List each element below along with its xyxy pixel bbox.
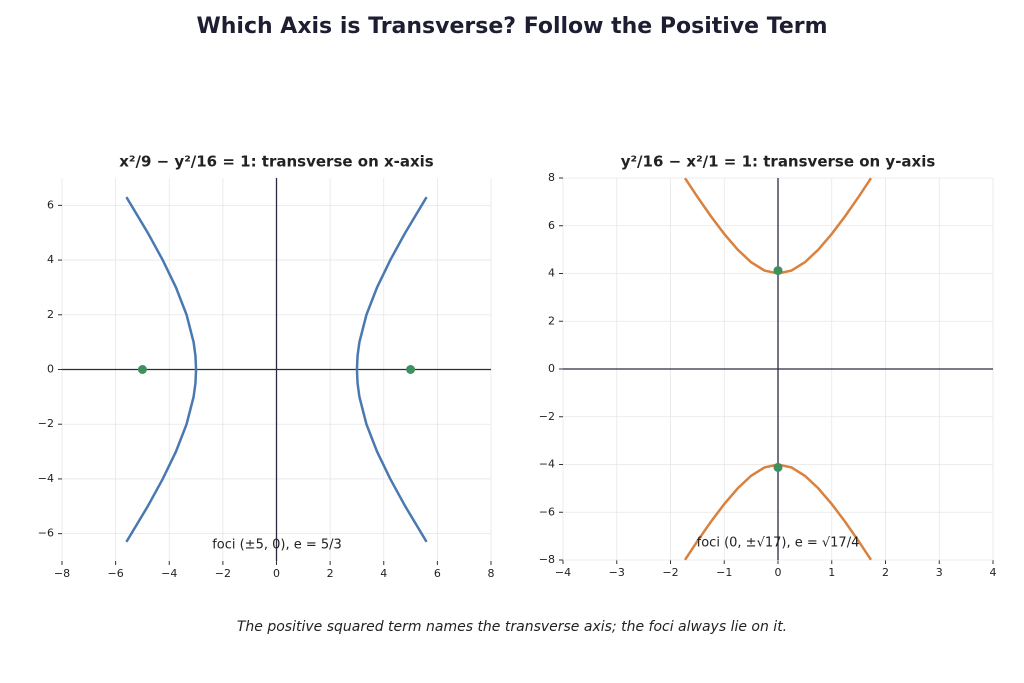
y-tick-label: 0 [548, 362, 555, 375]
focus-point [773, 462, 783, 472]
x-tick-label: 3 [936, 566, 943, 579]
y-tick-label: −8 [539, 553, 555, 566]
y-tick-label: −6 [38, 527, 54, 540]
annotation: foci (0, ±√17), e = √17/4 [697, 536, 860, 551]
y-tick-label: −4 [539, 458, 555, 471]
hyperbola-branch [125, 196, 198, 543]
x-tick-label: 0 [273, 567, 280, 580]
x-tick-label: −2 [215, 567, 231, 580]
subplot-title: x²/9 − y²/16 = 1: transverse on x-axis [119, 153, 434, 171]
hyperbola-branch [355, 196, 428, 543]
x-tick-label: 0 [775, 566, 782, 579]
x-tick-label: 4 [990, 566, 997, 579]
y-tick-label: 2 [47, 308, 54, 321]
x-tick-label: −4 [161, 567, 177, 580]
y-tick-label: 0 [47, 363, 54, 376]
annotation: foci (±5, 0), e = 5/3 [212, 538, 342, 553]
y-tick-label: 4 [548, 267, 555, 280]
y-tick-label: 2 [548, 314, 555, 327]
y-tick-label: 6 [548, 219, 555, 232]
focus-point [773, 266, 783, 276]
x-tick-label: 4 [380, 567, 387, 580]
focus-point [137, 365, 147, 374]
y-tick-label: −6 [539, 505, 555, 518]
x-tick-label: −2 [662, 566, 678, 579]
x-tick-label: −6 [108, 567, 124, 580]
y-tick-label: 8 [548, 171, 555, 184]
x-tick-label: 8 [488, 567, 495, 580]
x-tick-label: −3 [609, 566, 625, 579]
x-tick-label: 6 [434, 567, 441, 580]
x-tick-label: −8 [54, 567, 70, 580]
y-tick-label: 4 [47, 253, 54, 266]
x-tick-label: 2 [882, 566, 889, 579]
x-tick-label: 1 [828, 566, 835, 579]
y-tick-label: 6 [47, 198, 54, 211]
y-tick-label: −4 [38, 472, 54, 485]
x-tick-label: −4 [555, 566, 571, 579]
figure-title: Which Axis is Transverse? Follow the Pos… [196, 14, 827, 39]
x-tick-label: 2 [327, 567, 334, 580]
y-tick-label: −2 [539, 410, 555, 423]
caption: The positive squared term names the tran… [237, 619, 787, 635]
y-tick-label: −2 [38, 417, 54, 430]
focus-point [406, 365, 416, 374]
subplot-title: y²/16 − x²/1 = 1: transverse on y-axis [621, 153, 936, 171]
x-tick-label: −1 [716, 566, 732, 579]
